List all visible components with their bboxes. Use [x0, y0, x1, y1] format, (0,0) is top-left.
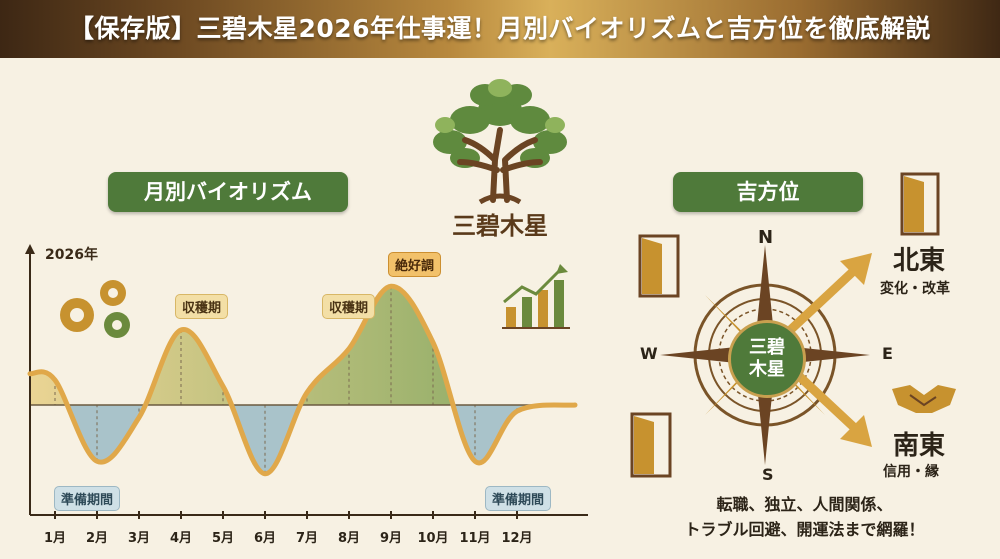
lucky-direction-title: 吉方位 [673, 172, 863, 212]
month-tick-label: 2月 [85, 531, 109, 546]
tag-prep-nov: 準備期間 [485, 486, 552, 511]
east-label: E [882, 344, 893, 363]
year-label: 2026年 [45, 247, 98, 263]
positive-area [30, 286, 575, 405]
title-banner [0, 0, 1000, 58]
month-tick-label: 4月 [169, 531, 193, 546]
west-label: W [640, 344, 658, 363]
month-tick-label: 10月 [417, 531, 449, 546]
month-tick-label: 11月 [459, 531, 491, 546]
month-tick-label: 6月 [253, 531, 277, 546]
tag-prep-feb: 準備期間 [54, 486, 121, 511]
tag-harvest-aug: 収穫期 [322, 294, 376, 319]
tree-label: 三碧木星 [452, 212, 548, 240]
center-badge: 三碧木星 [728, 320, 806, 398]
biorhythm-title: 月別バイオリズム [108, 172, 348, 212]
southeast-desc: 信用・縁 [883, 464, 939, 480]
summary-line-2: トラブル回避、開運法まで網羅！ [684, 520, 925, 539]
page-title: 【保存版】三碧木星2026年仕事運！月別バイオリズムと吉方位を徹底解説 [68, 14, 932, 43]
bar-chart-growth-icon [502, 264, 570, 329]
door-icon [630, 412, 672, 478]
southeast-name: 南東 [893, 431, 946, 461]
biorhythm-chart [25, 244, 588, 519]
month-tick-label: 12月 [501, 531, 533, 546]
northeast-name: 北東 [893, 246, 946, 276]
month-tick-label: 8月 [337, 531, 361, 546]
gears-icon [60, 280, 130, 338]
month-tick-label: 5月 [211, 531, 235, 546]
northeast-desc: 変化・改革 [880, 281, 950, 297]
summary-line-1: 転職、独立、人間関係、 [716, 495, 893, 514]
handshake-icon [892, 385, 956, 413]
arrow-icon [781, 253, 872, 339]
month-tick-label: 3月 [127, 531, 151, 546]
month-tick-label: 7月 [295, 531, 319, 546]
tag-harvest-apr: 収穫期 [175, 294, 229, 319]
north-label: N [758, 227, 774, 248]
month-tick-label: 9月 [379, 531, 403, 546]
south-label: S [762, 465, 774, 484]
series-line [27, 283, 578, 477]
tag-best-sep: 絶好調 [388, 252, 442, 277]
y-axis-arrow [25, 244, 35, 254]
door-icon [900, 172, 940, 236]
tree-icon [433, 79, 567, 205]
door-icon [638, 234, 680, 298]
month-tick-label: 1月 [43, 531, 67, 546]
